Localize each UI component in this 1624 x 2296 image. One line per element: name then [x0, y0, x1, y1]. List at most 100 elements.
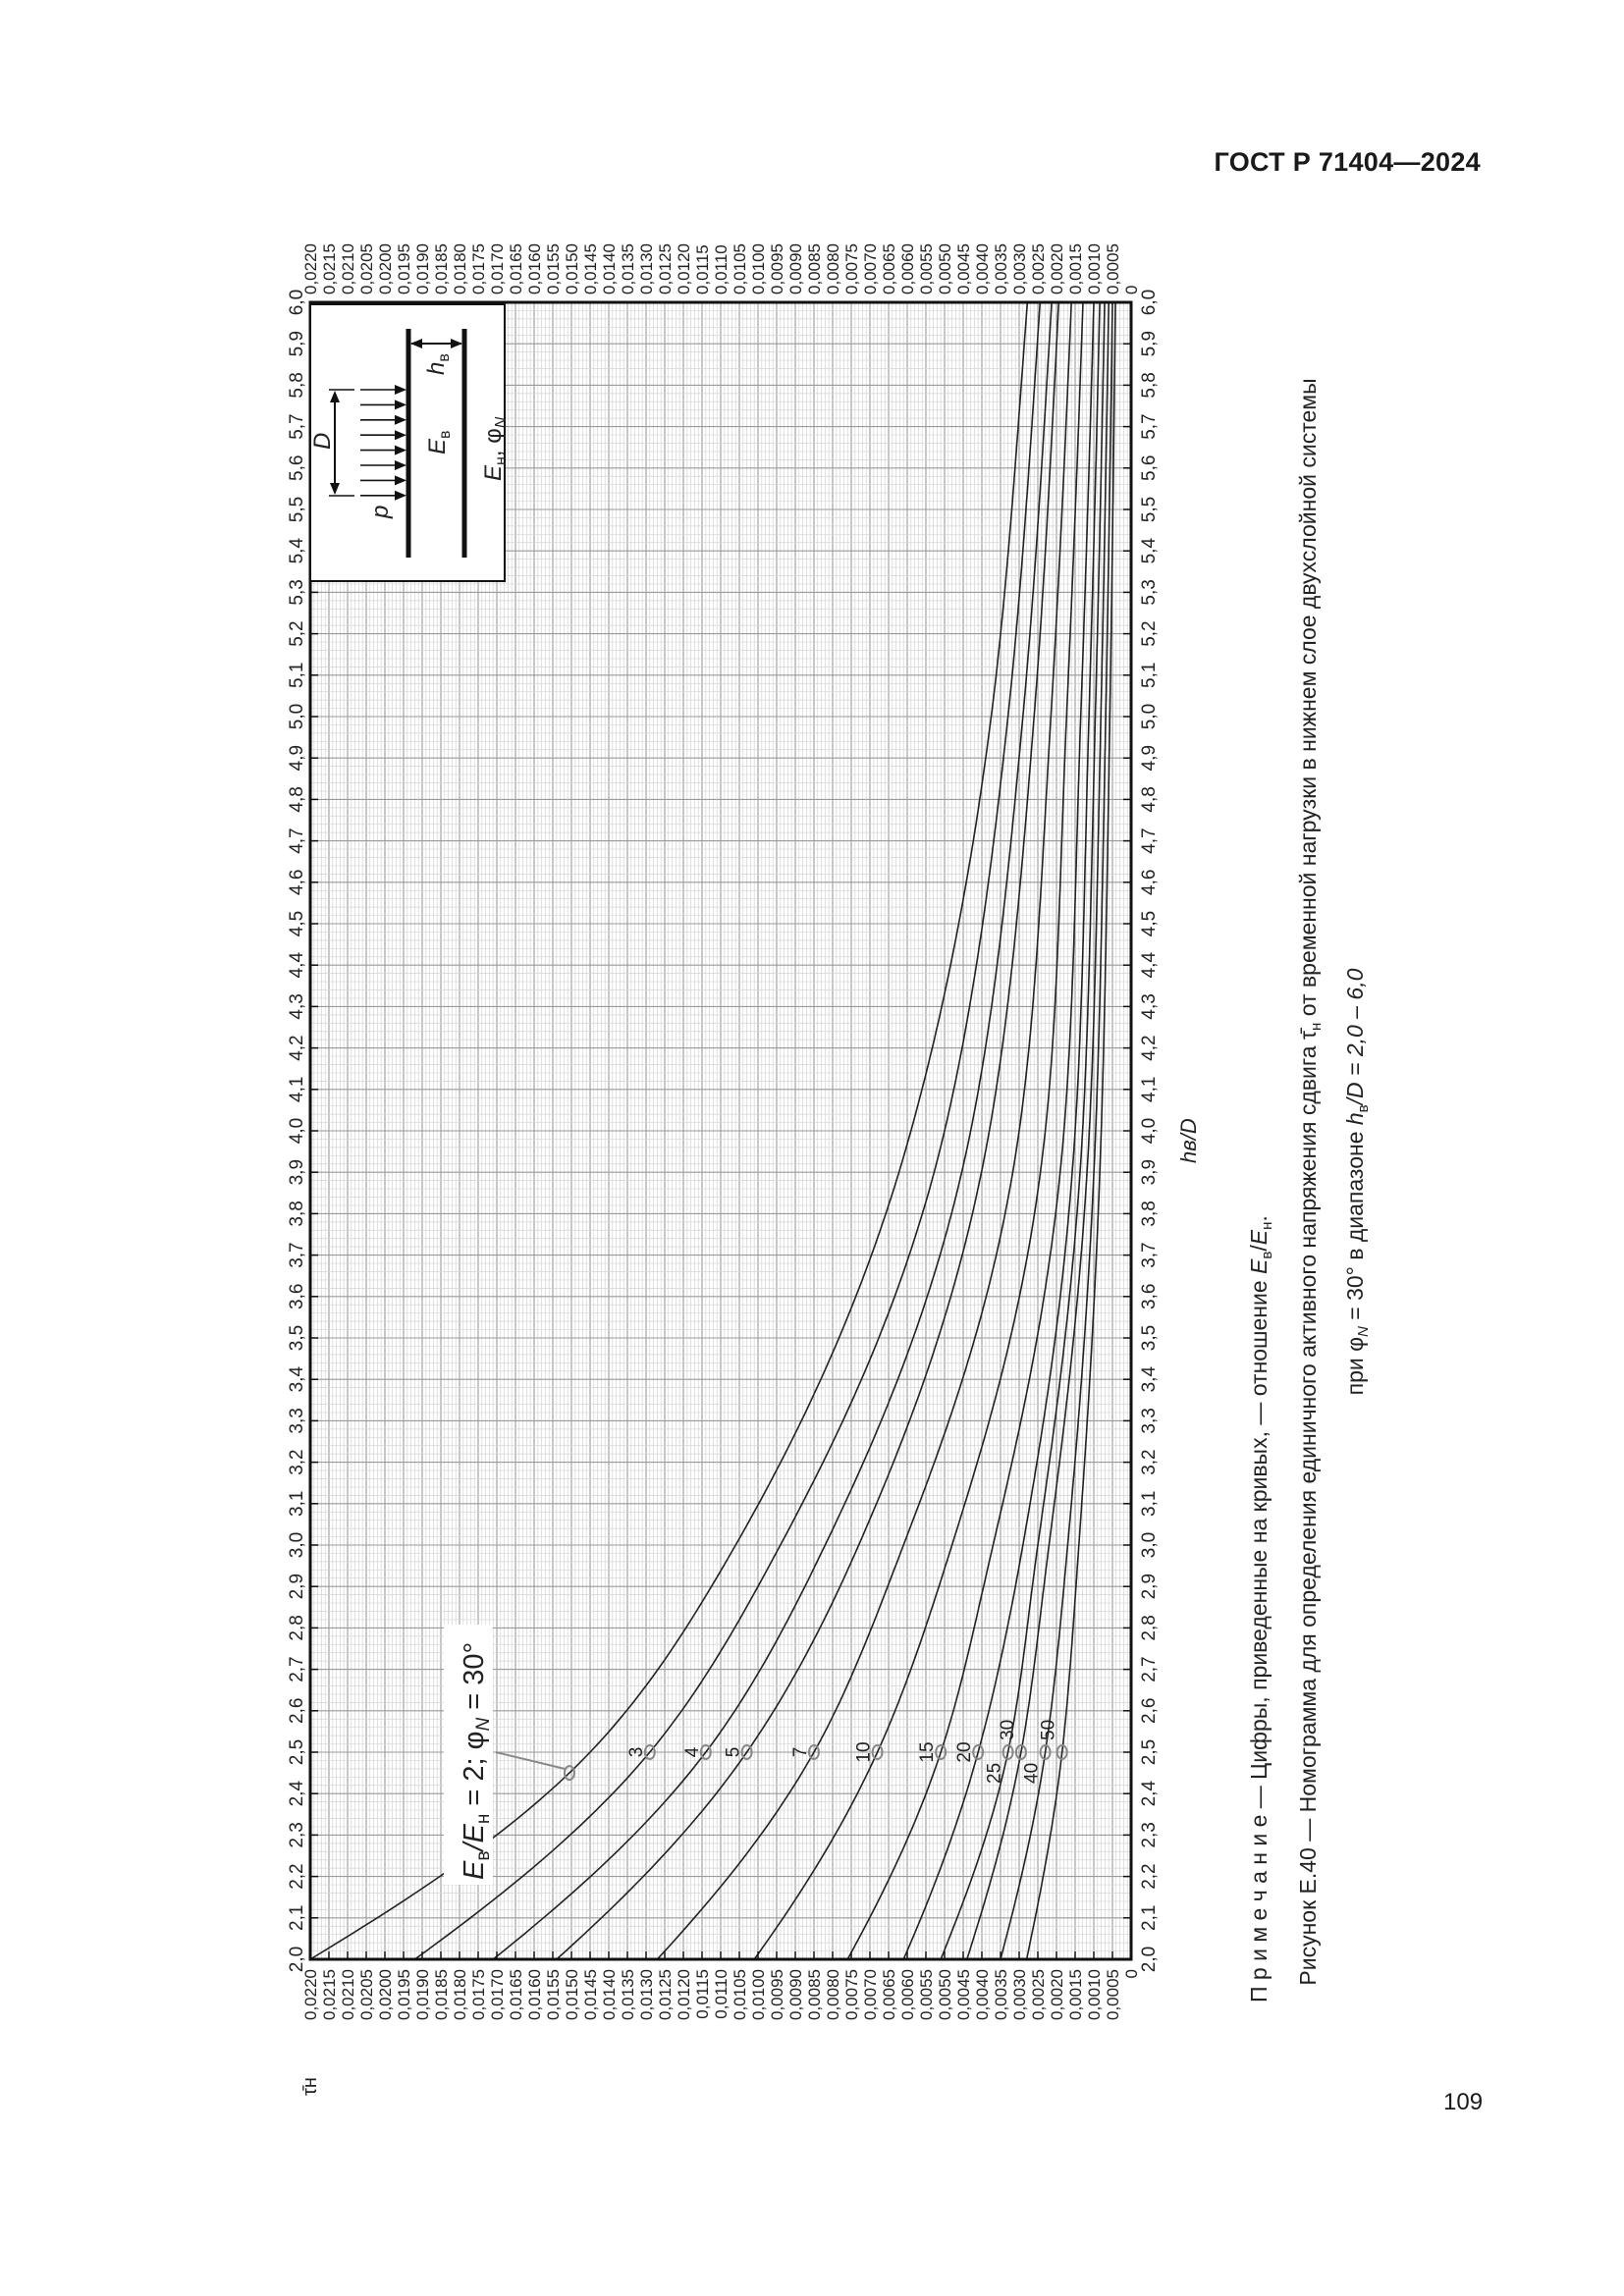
y-tick-label: 0,0205: [357, 1969, 376, 2020]
y-tick-label: 0,0130: [637, 243, 656, 294]
y-tick-label: 0,0195: [395, 243, 413, 294]
x-tick-label: 4,5: [1139, 911, 1160, 936]
y-tick-label: 0,0175: [469, 1969, 488, 2020]
y-tick-label: 0,0075: [842, 1969, 861, 2020]
y-tick-label: 0,0005: [1104, 1969, 1122, 2020]
y-tick-label: 0,0110: [712, 1969, 731, 2019]
curve-label: 3: [626, 1747, 647, 1758]
y-tick-label: 0,0115: [693, 1969, 712, 2019]
x-tick-label: 5,9: [287, 331, 307, 356]
curve-label: 25: [985, 1763, 1005, 1784]
y-tick-label: 0,0160: [525, 1969, 544, 2020]
curve-label: 30: [998, 1720, 1018, 1740]
y-tick-label: 0,0090: [786, 1969, 805, 2020]
arrow-head-icon: [395, 385, 406, 395]
x-tick-label: 2,3: [1139, 1822, 1160, 1847]
ratio-annotation: Eв/Eн = 2; φN = 30°: [459, 1642, 494, 1880]
arrow-head-icon: [395, 430, 406, 441]
y-tick-label: 0,0165: [507, 1969, 525, 2020]
y-tick-label: 0,0045: [954, 243, 973, 294]
y-tick-label: 0,0150: [563, 1969, 581, 2020]
y-tick-label: 0,0065: [880, 1969, 898, 2020]
y-tick-label: 0,0210: [339, 243, 357, 294]
x-tick-label: 4,3: [287, 993, 307, 1019]
y-tick-label: 0,0075: [842, 243, 861, 294]
x-tick-label: 3,6: [1139, 1284, 1160, 1309]
curve-20: [902, 301, 1101, 1960]
x-tick-label: 6,0: [1139, 290, 1160, 315]
x-tick-label: 3,0: [1139, 1532, 1160, 1558]
y-tick-label: 0,0015: [1066, 1969, 1085, 2020]
y-tick-label: 0,0175: [469, 243, 488, 294]
curve-label: 4: [682, 1746, 703, 1757]
curve-marker: [972, 1744, 985, 1760]
x-tick-label: 6,0: [287, 290, 307, 315]
curve-marker: [740, 1744, 753, 1760]
y-tick-label: 0,0065: [880, 243, 898, 294]
y-tick-label: 0,0155: [544, 243, 563, 294]
y-tick-label: 0,0165: [507, 243, 525, 294]
x-tick-label: 4,0: [1139, 1118, 1160, 1144]
x-tick-label: 3,2: [1139, 1449, 1160, 1474]
x-tick-label: 4,1: [1139, 1077, 1160, 1102]
x-tick-label: 2,4: [1139, 1781, 1160, 1807]
y-tick-label: 0,0185: [432, 243, 451, 294]
x-tick-label: 5,7: [1139, 413, 1160, 439]
x-tick-label: 4,1: [287, 1077, 307, 1102]
y-tick-label: 0,0195: [395, 1969, 413, 2020]
document-header: ГОСТ Р 71404—2024: [1214, 147, 1481, 177]
curve-50: [1025, 301, 1116, 1960]
x-tick-label: 2,6: [1139, 1698, 1160, 1724]
x-tick-label: 3,3: [1139, 1408, 1160, 1433]
y-tick-label: 0,0035: [992, 243, 1010, 294]
y-tick-label: 0,0185: [432, 1969, 451, 2020]
y-tick-label: 0,0025: [1029, 243, 1048, 294]
curve-10: [753, 301, 1084, 1960]
x-tick-label: 4,0: [287, 1118, 307, 1144]
x-tick-label: 5,4: [1139, 538, 1160, 564]
x-tick-label: 5,6: [287, 455, 307, 481]
y-tick-label: 0,0120: [675, 1969, 693, 2020]
y-tick-label: 0,0125: [656, 243, 675, 294]
x-tick-label: 4,8: [1139, 786, 1160, 812]
y-tick-label: 0,0040: [973, 243, 992, 294]
figure-note: П р и м е ч а н и е — Цифры, приведенные…: [1246, 1215, 1275, 2002]
x-tick-label: 4,8: [287, 786, 307, 812]
y-tick-label: 0,0155: [544, 1969, 563, 2020]
y-tick-label: 0,0080: [824, 243, 842, 294]
x-tick-label: 3,1: [287, 1491, 307, 1517]
y-tick-label: 0,0215: [320, 1969, 339, 2020]
thickness-label: hв: [423, 353, 453, 375]
y-tick-label: 0,0025: [1029, 1969, 1048, 2020]
x-tick-label: 4,7: [1139, 828, 1160, 853]
y-tick-label: 0,0120: [675, 243, 693, 294]
x-tick-label: 5,1: [287, 663, 307, 688]
curve-3: [413, 301, 1042, 1960]
arrow-head-icon: [395, 400, 406, 410]
y-tick-label: 0,0085: [805, 1969, 824, 2020]
y-tick-label: 0,0130: [637, 1969, 656, 2020]
y-tick-label: 0,0060: [898, 243, 917, 294]
y-tick-label: 0,0210: [339, 1969, 357, 2020]
curve-label: 40: [1022, 1763, 1043, 1784]
y-tick-label: 0,0010: [1085, 243, 1104, 294]
load-arrows: [360, 385, 406, 501]
x-tick-label: 5,2: [287, 620, 307, 646]
arrow-head-icon: [395, 490, 406, 501]
lower-modulus-label: Eн, φN: [480, 416, 510, 481]
x-tick-label: 3,4: [1139, 1366, 1160, 1393]
x-tick-label: 5,0: [287, 704, 307, 729]
curve-30: [966, 301, 1110, 1960]
y-tick-label: 0,0030: [1010, 1969, 1029, 2020]
curve-marker: [808, 1744, 820, 1760]
y-tick-label: 0,0070: [861, 243, 880, 294]
y-tick-label: 0,0010: [1085, 1969, 1104, 2020]
y-tick-label: 0,0145: [581, 1969, 600, 2020]
x-tick-label: 3,5: [1139, 1325, 1160, 1351]
y-tick-label: 0,0050: [936, 1969, 954, 2020]
curve-2: [309, 301, 1029, 1960]
x-tick-label: 2,8: [1139, 1615, 1160, 1640]
x-tick-label: 2,2: [287, 1863, 307, 1889]
curve-label: 5: [724, 1747, 744, 1758]
x-tick-label: 4,9: [287, 745, 307, 771]
